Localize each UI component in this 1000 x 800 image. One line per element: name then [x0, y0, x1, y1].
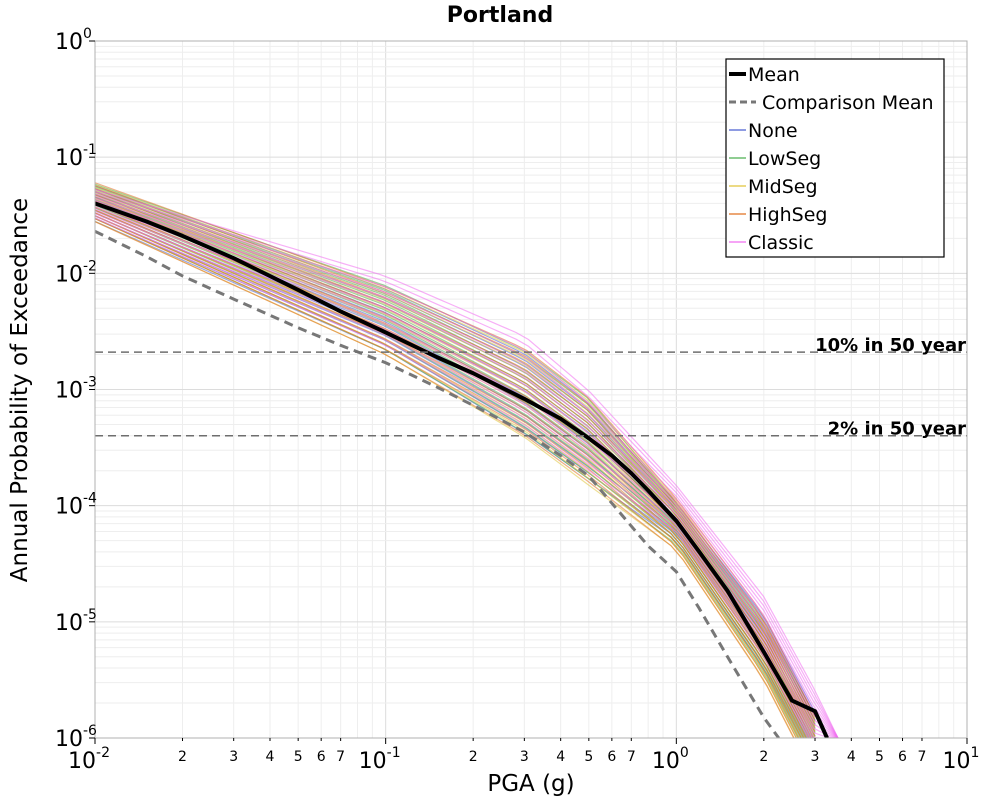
y-tick-base: 10 — [55, 146, 83, 171]
legend-label: LowSeg — [748, 148, 821, 170]
x-axis-label: PGA (g) — [487, 771, 574, 797]
x-minor-tick-label: 2 — [178, 749, 187, 765]
chart-title: Portland — [447, 3, 553, 28]
branch-curve — [95, 197, 839, 738]
y-tick-base: 10 — [55, 611, 83, 636]
y-tick-exponent: -3 — [83, 375, 97, 391]
reference-line-label: 10% in 50 year — [815, 335, 966, 356]
x-minor-tick-label: 3 — [520, 749, 529, 765]
y-tick-base: 10 — [55, 495, 83, 520]
branch-curve — [95, 184, 816, 720]
x-tick-base: 10 — [943, 749, 971, 774]
y-tick-exponent: -1 — [83, 142, 97, 158]
y-tick-base: 10 — [55, 727, 83, 752]
x-minor-tick-label: 3 — [811, 749, 820, 765]
x-minor-tick-label: 7 — [918, 749, 927, 765]
mean-line — [95, 201, 829, 738]
reference-lines: 10% in 50 year 2% in 50 year — [95, 335, 967, 440]
branch-curve — [95, 188, 839, 738]
legend-label: Comparison Mean — [762, 92, 934, 114]
branch-curve — [95, 187, 816, 724]
x-tick-label: 101 — [943, 745, 980, 774]
branch-curve — [95, 218, 797, 738]
x-minor-tick-label: 7 — [627, 749, 636, 765]
y-tick-exponent: -5 — [83, 607, 97, 623]
legend-label: MidSeg — [748, 176, 818, 198]
x-minor-tick-label: 3 — [229, 749, 238, 765]
x-tick-base: 10 — [68, 749, 96, 774]
branch-curve — [95, 199, 839, 738]
legend-label: Classic — [748, 232, 814, 254]
x-minor-tick-label: 6 — [607, 749, 616, 765]
x-tick-label: 100 — [652, 745, 689, 774]
x-minor-tick-label: 4 — [266, 749, 275, 765]
legend-label: Mean — [748, 64, 800, 86]
x-tick-label: 10-2 — [68, 745, 110, 774]
branch-curve — [95, 193, 839, 738]
branch-curve-bands — [95, 182, 839, 738]
legend: Mean Comparison Mean None LowSeg MidSeg HighS… — [725, 58, 945, 258]
x-minor-tick-label: 5 — [584, 749, 593, 765]
x-minor-tick-label: 5 — [294, 749, 303, 765]
y-tick-label: 10-6 — [55, 723, 97, 752]
comparison-mean-line — [95, 229, 780, 738]
legend-label: None — [748, 120, 798, 142]
y-tick-label: 10-5 — [55, 607, 97, 636]
x-minor-tick-label: 2 — [759, 749, 768, 765]
x-minor-tick-label: 4 — [556, 749, 565, 765]
y-tick-base: 10 — [55, 262, 83, 287]
y-tick-label: 10-2 — [55, 258, 97, 287]
branch-curve — [95, 202, 839, 738]
x-minor-tick-label: 6 — [317, 749, 326, 765]
reference-line-label: 2% in 50 year — [828, 419, 966, 440]
branch-curve — [95, 212, 802, 738]
legend-label: HighSeg — [748, 204, 827, 226]
branch-curve — [95, 195, 839, 738]
x-minor-tick-label: 2 — [469, 749, 478, 765]
branch-curve — [95, 217, 839, 738]
x-tick-exponent: -2 — [96, 745, 110, 761]
x-minor-tick-label: 5 — [875, 749, 884, 765]
branch-curve — [95, 206, 839, 738]
branch-curve — [95, 212, 839, 738]
branch-curve — [95, 191, 839, 738]
y-tick-label: 10-4 — [55, 491, 97, 520]
branch-curve — [95, 215, 800, 738]
x-minor-tick-label: 4 — [847, 749, 856, 765]
y-axis-label: Annual Probability of Exceedance — [7, 198, 33, 582]
branch-curve — [95, 215, 839, 738]
y-tick-exponent: 0 — [83, 26, 92, 42]
mean-series-lines — [95, 201, 829, 738]
y-tick-label: 10-1 — [55, 142, 97, 171]
x-tick-base: 10 — [359, 749, 387, 774]
x-minor-tick-label: 6 — [898, 749, 907, 765]
y-tick-base: 10 — [55, 30, 83, 55]
y-tick-label: 10-3 — [55, 375, 97, 404]
branch-curve — [95, 209, 805, 738]
y-tick-base: 10 — [55, 379, 83, 404]
y-tick-label: 100 — [55, 26, 92, 55]
y-tick-exponent: -4 — [83, 491, 97, 507]
x-tick-exponent: -1 — [387, 745, 401, 761]
x-tick-exponent: 0 — [680, 745, 689, 761]
x-tick-base: 10 — [652, 749, 680, 774]
y-tick-exponent: -2 — [83, 258, 97, 274]
x-minor-tick-label: 7 — [336, 749, 345, 765]
y-tick-exponent: -6 — [83, 723, 97, 739]
x-tick-exponent: 1 — [971, 745, 980, 761]
legend-box — [725, 58, 945, 258]
x-tick-label: 10-1 — [359, 745, 401, 774]
